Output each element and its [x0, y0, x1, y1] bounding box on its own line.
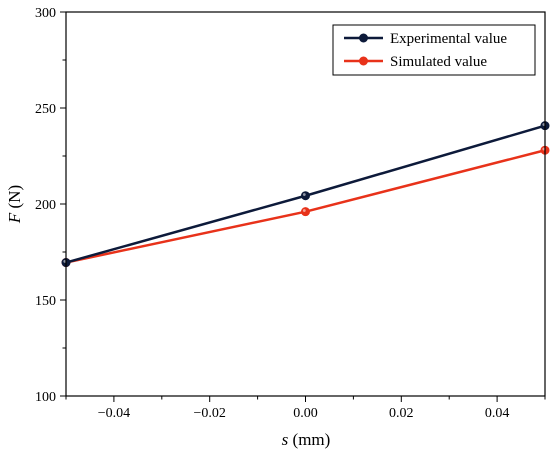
y-tick-label: 300 — [35, 6, 56, 21]
x-tick-label: 0.04 — [485, 406, 510, 421]
x-tick-label: −0.04 — [98, 406, 130, 421]
data-point-highlight — [302, 193, 306, 196]
data-point — [301, 207, 310, 217]
plot-frame — [65, 11, 546, 397]
legend-marker-experimental — [359, 33, 368, 43]
x-tick-label: 0.02 — [389, 406, 414, 421]
y-tick-label: 100 — [35, 390, 56, 405]
y-tick-label: 200 — [35, 198, 56, 213]
x-axis-title: s (mm) — [282, 430, 331, 449]
y-tick-label: 250 — [35, 102, 56, 117]
series-line-1 — [65, 149, 546, 264]
legend-label-simulated: Simulated value — [390, 54, 487, 70]
legend-marker-simulated — [359, 56, 368, 66]
axis-ticks: −0.04 −0.02 0.00 0.02 0.04 100 150 200 250 300 — [35, 6, 546, 421]
legend-box — [332, 24, 536, 76]
data-point — [301, 191, 310, 201]
y-axis-title: F (N) — [5, 185, 24, 224]
series-lines — [61, 121, 550, 268]
legend: Experimental value Simulated value — [332, 24, 536, 76]
x-tick-label: 0.00 — [293, 406, 318, 421]
legend-label-experimental: Experimental value — [390, 31, 507, 47]
x-tick-label: −0.02 — [193, 406, 225, 421]
data-point-highlight — [302, 209, 306, 212]
y-tick-label: 150 — [35, 294, 56, 309]
